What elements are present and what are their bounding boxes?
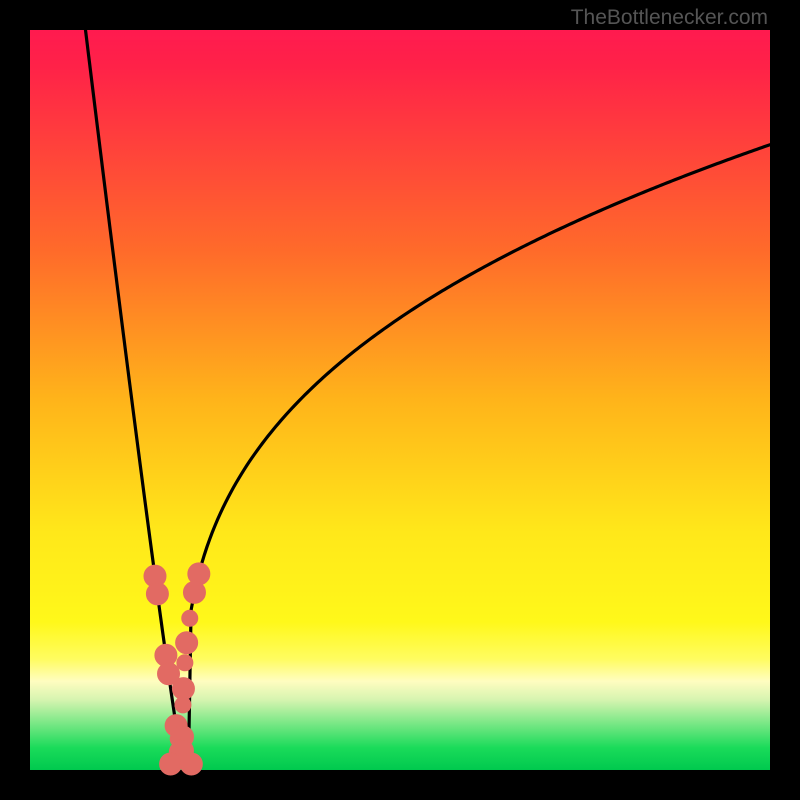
data-marker [177, 655, 193, 671]
watermark-text: TheBottlenecker.com [571, 6, 768, 30]
data-marker [172, 678, 194, 700]
data-marker [160, 753, 182, 775]
data-marker [176, 632, 198, 654]
data-marker [183, 581, 205, 603]
data-marker [180, 753, 202, 775]
data-marker [146, 583, 168, 605]
data-marker [175, 697, 191, 713]
chart-frame: TheBottlenecker.com [0, 0, 800, 800]
data-marker [182, 610, 198, 626]
chart-svg [0, 0, 800, 800]
plot-background [30, 30, 770, 770]
